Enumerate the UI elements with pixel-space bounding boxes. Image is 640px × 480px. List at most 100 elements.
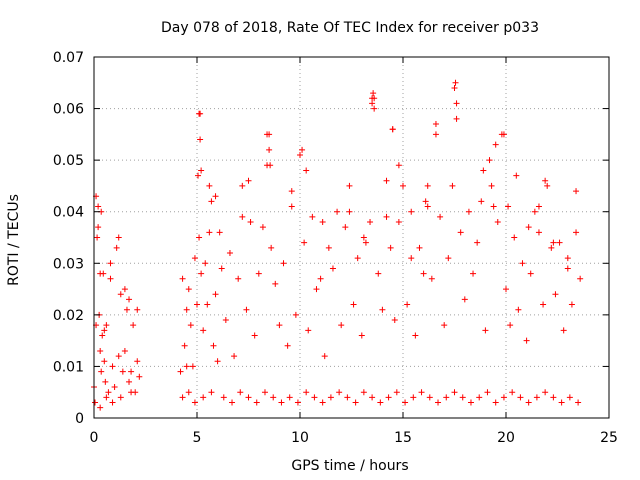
data-point	[288, 203, 295, 210]
data-point	[218, 265, 225, 272]
data-point	[97, 404, 104, 411]
data-point	[183, 306, 190, 313]
data-point	[200, 327, 207, 334]
data-point	[103, 322, 110, 329]
data-point	[535, 203, 542, 210]
data-point	[261, 389, 268, 396]
axis-ticks: 0 0.01 0.02 0.03 0.04 0.05 0.06 0.07 0 5 10 15 20 25	[53, 50, 618, 446]
data-point	[408, 255, 415, 262]
data-point	[517, 394, 524, 401]
data-point	[519, 260, 526, 267]
y-tick-label: 0	[75, 411, 84, 427]
data-point	[412, 332, 419, 339]
data-point	[264, 131, 271, 138]
data-point	[500, 131, 507, 138]
data-point	[202, 260, 209, 267]
data-point	[123, 306, 130, 313]
data-point	[451, 84, 458, 91]
data-point	[126, 378, 133, 385]
data-point	[410, 394, 417, 401]
data-point	[482, 327, 489, 334]
data-point	[191, 399, 198, 406]
y-tick-label: 0.06	[53, 102, 84, 118]
y-tick-label: 0.05	[53, 153, 84, 169]
data-point	[503, 286, 509, 293]
data-point	[344, 394, 351, 401]
data-point	[550, 394, 557, 401]
data-point	[111, 384, 118, 391]
data-point	[533, 394, 540, 401]
data-point	[467, 399, 474, 406]
data-point	[564, 265, 571, 272]
data-point	[525, 224, 532, 231]
data-point	[453, 115, 460, 122]
data-point	[321, 353, 328, 360]
data-point	[270, 394, 277, 401]
data-point	[437, 213, 444, 220]
data-point	[544, 182, 551, 189]
data-point	[334, 208, 341, 215]
data-point	[492, 399, 499, 406]
x-tick-label: 10	[291, 430, 309, 446]
data-point	[206, 182, 213, 189]
data-point	[511, 234, 518, 241]
data-point	[309, 213, 316, 220]
data-point	[480, 167, 487, 174]
data-point	[369, 100, 376, 107]
y-tick-label: 0.07	[53, 50, 84, 66]
data-point	[542, 177, 549, 184]
data-point	[115, 353, 122, 360]
data-point	[204, 301, 211, 308]
data-point	[189, 363, 196, 370]
data-point	[97, 347, 104, 354]
data-point	[371, 105, 378, 112]
data-point	[573, 229, 580, 236]
data-point	[527, 270, 534, 277]
data-point	[255, 270, 262, 277]
data-point	[208, 389, 215, 396]
data-point	[550, 239, 557, 246]
data-point	[222, 317, 229, 324]
chart-title: Day 078 of 2018, Rate Of TEC Index for r…	[161, 20, 539, 36]
data-point	[383, 177, 390, 184]
data-point	[540, 301, 547, 308]
data-point	[371, 95, 378, 102]
data-point	[494, 219, 501, 226]
data-point	[484, 389, 491, 396]
data-point	[101, 358, 108, 365]
data-point	[461, 296, 468, 303]
data-point	[552, 291, 559, 298]
data-point	[385, 394, 392, 401]
data-point	[103, 394, 110, 401]
data-point	[327, 394, 334, 401]
data-point	[278, 399, 285, 406]
data-point	[245, 177, 252, 184]
data-point	[395, 219, 402, 226]
data-point	[465, 208, 472, 215]
data-point	[245, 394, 252, 401]
data-point	[568, 301, 575, 308]
data-point	[370, 90, 377, 97]
data-point	[197, 136, 204, 143]
data-point	[525, 399, 532, 406]
data-point	[95, 224, 102, 231]
data-point	[360, 389, 367, 396]
data-point	[432, 121, 439, 128]
x-tick-label: 0	[90, 430, 99, 446]
data-point	[453, 100, 460, 107]
data-point	[253, 399, 260, 406]
data-point	[379, 306, 386, 313]
data-point	[416, 244, 423, 251]
data-point	[369, 394, 376, 401]
data-point	[500, 394, 507, 401]
data-point	[492, 141, 499, 148]
data-point	[214, 358, 221, 365]
data-point	[542, 389, 549, 396]
data-point	[377, 399, 384, 406]
data-point	[95, 203, 102, 210]
data-point	[121, 286, 128, 293]
data-point	[523, 337, 530, 344]
data-point	[239, 182, 246, 189]
data-point	[441, 322, 448, 329]
data-point	[99, 332, 106, 339]
